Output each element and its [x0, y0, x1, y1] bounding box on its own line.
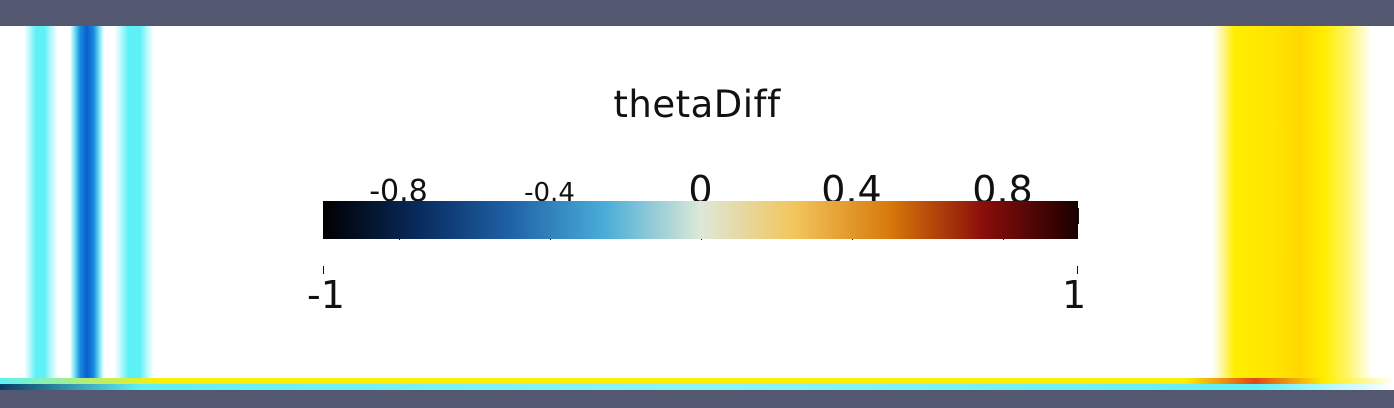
cyan-stripe: [114, 26, 154, 390]
colorbar-gradient: [323, 201, 1078, 239]
bottom-boundary-yellow: [0, 378, 1394, 384]
bottom-boundary-cyan: [0, 384, 1394, 390]
colorbar-title: thetaDiff: [613, 83, 781, 126]
3d-viewport[interactable]: [0, 26, 1394, 390]
colorbar-min-label: -1: [307, 273, 345, 317]
cyan-stripe: [24, 26, 58, 390]
colorbar-max-label: 1: [1062, 273, 1087, 317]
blue-stripe: [70, 26, 104, 390]
yellow-region: [1212, 26, 1372, 390]
